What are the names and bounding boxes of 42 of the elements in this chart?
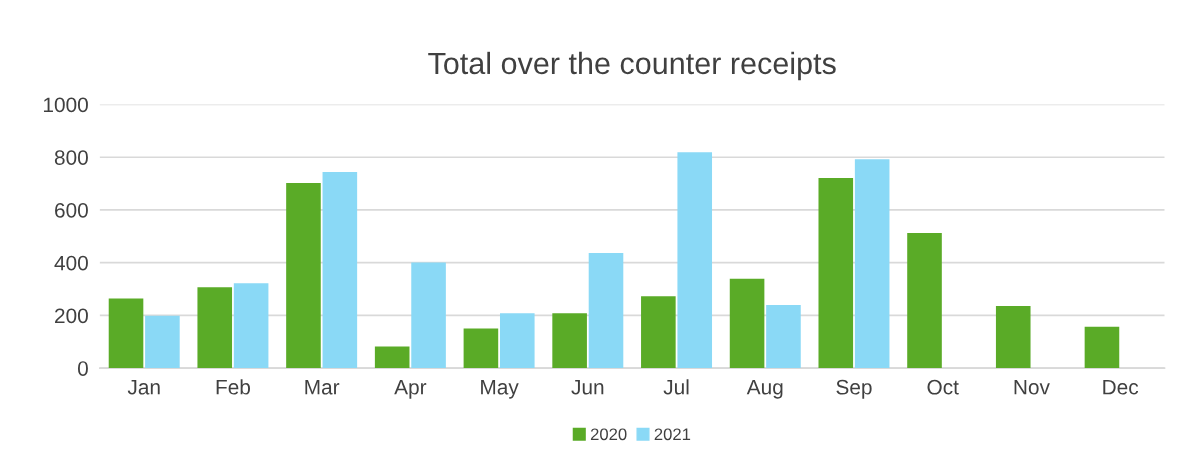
- x-tick-label: Sep: [836, 379, 872, 399]
- bar: [499, 313, 535, 369]
- bar: [766, 305, 801, 369]
- y-tick-label: 600: [55, 202, 88, 218]
- bar: [995, 305, 1031, 369]
- bar: [641, 296, 676, 369]
- x-tick-label: Jun: [571, 380, 604, 395]
- x-tick-label: Nov: [1014, 380, 1050, 395]
- bar: [374, 346, 410, 369]
- bar: [108, 298, 144, 369]
- bar: [1084, 326, 1120, 369]
- bar: [145, 315, 180, 369]
- bar: [322, 171, 358, 369]
- y-tick-label: 1000: [43, 97, 88, 113]
- x-tick-label: Feb: [216, 379, 251, 395]
- x-tick-label: Dec: [1103, 380, 1139, 395]
- y-tick-label: 800: [54, 150, 88, 165]
- bar: [411, 262, 446, 369]
- bar: [677, 152, 713, 369]
- y-tick-label: 0: [77, 361, 88, 376]
- chart-title: Total over the counter receipts: [428, 51, 836, 81]
- bar: [907, 232, 942, 369]
- bar: [286, 183, 321, 369]
- bar: [854, 159, 890, 369]
- bar: [729, 278, 765, 369]
- bar: [818, 178, 854, 369]
- bar: [588, 252, 624, 369]
- x-tick-label: Mar: [305, 380, 340, 395]
- x-tick-label: Aug: [746, 380, 783, 399]
- x-tick-label: Oct: [927, 379, 959, 395]
- legend-label: 2021: [654, 428, 691, 441]
- bar: [197, 287, 233, 369]
- legend-label: 2020: [590, 428, 627, 441]
- x-tick-label: Jan: [127, 380, 160, 395]
- x-tick-label: Jul: [663, 379, 689, 395]
- bar: [463, 328, 499, 369]
- bar: [552, 313, 587, 369]
- bar: [233, 283, 269, 369]
- y-tick-label: 200: [55, 308, 88, 324]
- x-tick-label: May: [481, 380, 519, 399]
- y-tick-label: 400: [54, 255, 88, 271]
- x-tick-label: Apr: [394, 380, 427, 399]
